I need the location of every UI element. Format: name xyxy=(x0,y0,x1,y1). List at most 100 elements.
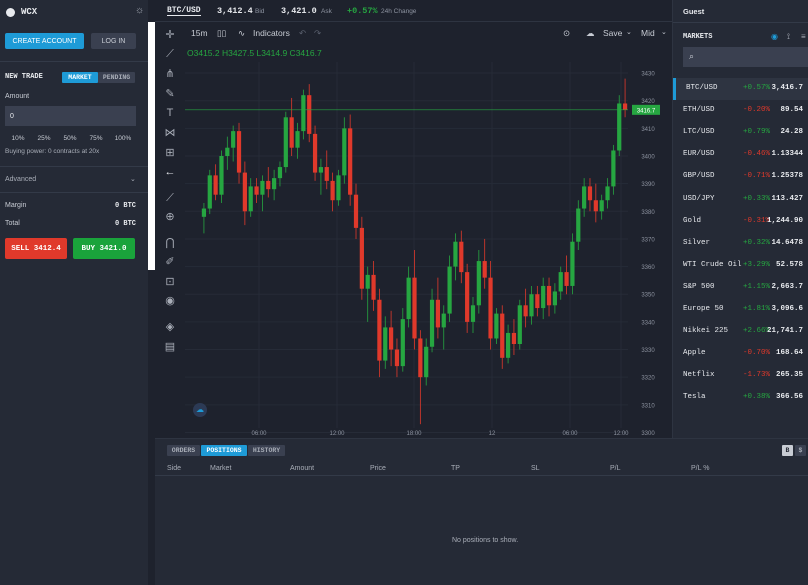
buy-button[interactable]: BUY 3421.0 xyxy=(73,238,135,259)
ruler-icon[interactable]: ⟋ xyxy=(166,192,174,204)
candle xyxy=(312,133,318,173)
zoom-in-icon[interactable]: ⊕ xyxy=(165,211,175,223)
theme-toggle-icon[interactable]: ☼ xyxy=(135,5,145,16)
market-search-input[interactable]: ⌕ xyxy=(683,47,808,67)
price-chart[interactable]: 3430 3420 3410 3400 3390 3380 3370 3360 3350 3340… xyxy=(185,40,672,438)
price-mode-select[interactable]: Mid xyxy=(641,28,655,38)
undo-icon[interactable]: ↶ xyxy=(299,28,307,38)
tab-positions[interactable]: POSITIONS xyxy=(201,445,247,456)
candle xyxy=(213,175,218,195)
tab-pending[interactable]: PENDING xyxy=(98,72,135,83)
chevron-down-icon[interactable]: ⌄ xyxy=(661,29,667,36)
market-row[interactable]: Gold -0.31% 1,244.90 xyxy=(673,211,808,233)
search-icon: ⌕ xyxy=(689,51,695,61)
percent-75-button[interactable]: 75% xyxy=(89,134,103,142)
pattern-icon[interactable]: ⋈ xyxy=(164,127,176,139)
market-row[interactable]: Tesla +0.38% 366.56 xyxy=(673,387,808,409)
menu-icon[interactable]: ≡ xyxy=(801,32,806,41)
candle xyxy=(307,95,312,134)
market-row[interactable]: LTC/USD +0.79% 24.28 xyxy=(673,122,808,144)
brush-icon[interactable]: ✎ xyxy=(165,88,175,100)
text-icon[interactable]: T xyxy=(166,107,174,119)
timeframe-selector[interactable]: 15m xyxy=(191,28,208,38)
market-row[interactable]: Netflix -1.73% 265.35 xyxy=(673,365,808,387)
market-row[interactable]: GBP/USD -0.71% 1.25378 xyxy=(673,166,808,188)
scrollbar[interactable] xyxy=(148,22,155,270)
chevron-down-icon[interactable]: ⌄ xyxy=(130,176,136,183)
market-row[interactable]: USD/JPY +0.33% 113.427 xyxy=(673,189,808,211)
indicators-icon[interactable]: ∿ xyxy=(238,28,246,38)
save-button[interactable]: Save xyxy=(603,28,623,38)
indicators-button[interactable]: Indicators xyxy=(253,28,290,38)
cloud-sync-icon[interactable]: ☁ xyxy=(193,403,207,417)
pair-selector[interactable]: BTC/USD xyxy=(167,6,201,16)
tab-history[interactable]: HISTORY xyxy=(248,445,285,456)
amount-input[interactable] xyxy=(5,106,136,126)
log-in-button[interactable]: LOG IN xyxy=(91,33,136,49)
candle xyxy=(541,285,546,309)
market-change: +2.66% xyxy=(742,327,770,336)
market-row[interactable]: WTI Crude Oil +3.29% 52.578 xyxy=(673,255,808,277)
candle xyxy=(587,186,593,201)
trash-icon[interactable]: ▤ xyxy=(164,341,176,353)
currency-btc-toggle[interactable]: B xyxy=(782,445,793,456)
percent-10-button[interactable]: 10% xyxy=(11,134,25,142)
candle xyxy=(353,194,359,228)
candle xyxy=(406,277,411,320)
chart-type-icon[interactable]: ▯▯ xyxy=(217,28,227,38)
eye-icon[interactable]: ◉ xyxy=(771,32,778,41)
y-tick-label: 3340 xyxy=(641,320,655,326)
buying-power: Buying power: 0 contracts at 20x xyxy=(5,148,100,155)
candle xyxy=(283,117,288,168)
magnet-icon[interactable]: ⋂ xyxy=(165,237,175,249)
market-row[interactable]: EUR/USD -0.46% 1.13344 xyxy=(673,144,808,166)
top-bar: BTC/USD 3,412.4 Bid 3,421.0 Ask +0.57% 2… xyxy=(155,0,672,22)
market-row[interactable]: Silver +0.32% 14.6478 xyxy=(673,233,808,255)
tab-orders[interactable]: ORDERS xyxy=(167,445,200,456)
y-tick-label: 3420 xyxy=(641,99,655,105)
candle xyxy=(617,103,622,151)
candle xyxy=(260,180,265,195)
lock-icon[interactable]: ⊡ xyxy=(165,276,175,288)
candle xyxy=(242,172,247,212)
lock-drawing-icon[interactable]: ✐ xyxy=(165,256,175,268)
market-price: 89.54 xyxy=(780,106,803,115)
pin-icon[interactable]: ⟟ xyxy=(787,32,790,41)
market-name: Europe 50 xyxy=(683,305,724,313)
market-row[interactable]: Nikkei 225 +2.66% 21,741.7 xyxy=(673,321,808,343)
bottom-panel: ORDERS POSITIONS HISTORY B $ Side Market… xyxy=(155,438,808,585)
market-row[interactable]: BTC/USD +0.57% 3,416.7 xyxy=(673,78,808,100)
candle xyxy=(505,332,511,358)
create-account-button[interactable]: CREATE ACCOUNT xyxy=(5,33,84,49)
market-change: +0.57% xyxy=(742,84,770,92)
market-row[interactable]: ETH/USD -0.20% 89.54 xyxy=(673,100,808,122)
crosshair-icon[interactable]: ✛ xyxy=(165,29,175,41)
currency-usd-toggle[interactable]: $ xyxy=(795,445,806,456)
y-tick-label: 3400 xyxy=(641,155,655,161)
candle xyxy=(535,294,540,309)
percent-50-button[interactable]: 50% xyxy=(63,134,77,142)
trend-line-icon[interactable]: ⟋ xyxy=(166,48,174,60)
arrow-left-icon[interactable]: ← xyxy=(164,166,176,178)
market-change: +0.38% xyxy=(742,393,770,402)
percent-100-button[interactable]: 100% xyxy=(114,134,132,142)
cloud-icon[interactable]: ☁ xyxy=(586,28,595,38)
eye-icon[interactable]: ◉ xyxy=(165,295,175,307)
market-row[interactable]: S&P 500 +1.15% 2,663.7 xyxy=(673,277,808,299)
chevron-down-icon[interactable]: ⌄ xyxy=(626,29,632,36)
redo-icon[interactable]: ↷ xyxy=(314,28,322,38)
layers-icon[interactable]: ◈ xyxy=(165,321,175,333)
market-price: 21,741.7 xyxy=(766,327,803,336)
tab-market[interactable]: MARKET xyxy=(62,72,98,83)
market-change: -0.71% xyxy=(742,172,770,181)
fork-icon[interactable]: ⋔ xyxy=(165,68,175,80)
camera-icon[interactable]: ⊙ xyxy=(563,28,571,38)
sell-button[interactable]: SELL 3412.4 xyxy=(5,238,67,259)
market-row[interactable]: Apple -0.70% 168.64 xyxy=(673,343,808,365)
market-change: -0.20% xyxy=(742,106,770,115)
measure-icon[interactable]: ⊞ xyxy=(165,147,175,159)
percent-25-button[interactable]: 25% xyxy=(37,134,51,142)
advanced-toggle[interactable]: Advanced xyxy=(5,176,37,183)
markets-title: MARKETS xyxy=(683,33,713,41)
market-row[interactable]: Europe 50 +1.81% 3,096.6 xyxy=(673,299,808,321)
